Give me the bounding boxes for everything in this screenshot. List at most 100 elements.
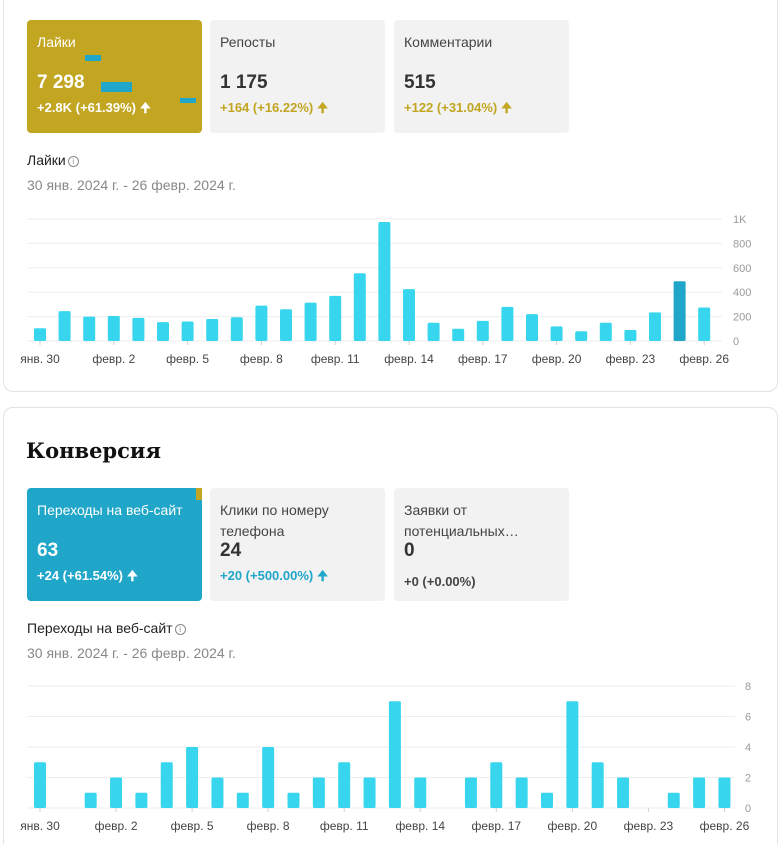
x-tick-label: февр. 14 (384, 352, 434, 366)
leads-card-delta: +0 (+0.00%) (404, 574, 476, 589)
bar[interactable] (236, 792, 249, 808)
bar[interactable] (181, 321, 194, 341)
bar[interactable] (255, 305, 268, 341)
x-tick-label: февр. 2 (95, 819, 138, 833)
x-tick-label: февр. 23 (606, 352, 656, 366)
website-clicks-card-delta: +24 (+61.54%) (37, 568, 124, 583)
bar[interactable] (230, 317, 243, 341)
bar[interactable] (414, 777, 427, 809)
phone-clicks-card-delta: +20 (+500.00%) (220, 568, 314, 583)
y-tick-label: 8 (745, 681, 751, 693)
website-clicks-card[interactable]: Переходы на веб-сайт 63 +24 (+61.54%) 🠉 (27, 488, 202, 601)
y-tick-label: 400 (733, 287, 751, 299)
bar[interactable] (515, 777, 528, 809)
bar[interactable] (353, 273, 366, 341)
phone-clicks-card[interactable]: Клики по номеру телефона 24 +20 (+500.00… (210, 488, 385, 601)
x-tick-label: февр. 26 (679, 352, 729, 366)
arrow-up-icon: 🠉 (317, 100, 328, 115)
x-tick-label: февр. 17 (458, 352, 508, 366)
bar[interactable] (338, 762, 351, 808)
bar[interactable] (541, 792, 553, 808)
bar[interactable] (262, 747, 275, 808)
comments-card-label: Комментарии (404, 34, 493, 50)
bar[interactable] (599, 322, 612, 341)
y-tick-label: 200 (733, 312, 751, 324)
arrow-up-icon: 🠉 (501, 100, 512, 115)
bar[interactable] (388, 701, 401, 808)
bar[interactable] (550, 326, 563, 341)
decor-block (196, 488, 202, 500)
bar[interactable] (363, 777, 376, 809)
bar[interactable] (667, 792, 680, 808)
decor-block (101, 82, 132, 92)
bar[interactable] (693, 777, 706, 809)
y-tick-label: 800 (733, 238, 751, 250)
bar[interactable] (287, 792, 300, 808)
bar[interactable] (673, 281, 686, 341)
bar[interactable] (186, 747, 199, 808)
reposts-card-label: Репосты (220, 34, 276, 50)
bar[interactable] (476, 320, 489, 341)
bar[interactable] (107, 315, 120, 341)
bar[interactable] (591, 762, 604, 808)
likes-date-range: 30 янв. 2024 г. - 26 февр. 2024 г. (27, 177, 236, 193)
bar[interactable] (34, 328, 46, 341)
bar[interactable] (698, 307, 711, 341)
bar[interactable] (378, 222, 391, 341)
x-tick-label: февр. 23 (624, 819, 674, 833)
bar[interactable] (718, 777, 731, 809)
bar[interactable] (624, 330, 637, 341)
x-tick-label: февр. 11 (311, 352, 360, 366)
bar[interactable] (501, 306, 514, 341)
bar[interactable] (34, 762, 46, 808)
x-tick-label: февр. 8 (240, 352, 283, 366)
info-icon[interactable]: i (67, 156, 79, 167)
bar[interactable] (135, 792, 148, 808)
y-tick-label: 0 (733, 336, 739, 348)
y-tick-label: 1K (733, 214, 747, 226)
likes-card-label: Лайки (37, 34, 76, 50)
y-tick-label: 4 (745, 742, 751, 754)
website-chart-title: Переходы на веб-сайт i (27, 620, 186, 636)
bar[interactable] (464, 777, 477, 809)
leads-card-value: 0 (404, 540, 415, 561)
decor-block (180, 98, 196, 103)
bar[interactable] (58, 311, 71, 341)
bar[interactable] (280, 309, 292, 341)
phone-clicks-card-value: 24 (220, 540, 242, 561)
bar[interactable] (566, 701, 579, 808)
bar[interactable] (490, 762, 503, 808)
website-chart-title-text: Переходы на веб-сайт (27, 620, 173, 636)
bar[interactable] (329, 295, 342, 341)
phone-clicks-card-label: Клики по номеру телефона (220, 502, 329, 539)
bar[interactable] (160, 762, 173, 808)
bar[interactable] (84, 792, 97, 808)
x-tick-label: февр. 20 (548, 819, 598, 833)
reposts-card[interactable]: Репосты 1 175 +164 (+16.22%) 🠉 (210, 20, 385, 133)
bar[interactable] (312, 777, 325, 809)
bar[interactable] (649, 312, 661, 341)
website-clicks-card-label: Переходы на веб-сайт (37, 502, 183, 518)
bar[interactable] (211, 777, 224, 809)
bar[interactable] (132, 317, 145, 341)
bar[interactable] (526, 314, 538, 341)
info-icon[interactable]: i (174, 624, 186, 635)
bar[interactable] (206, 319, 219, 341)
x-tick-label: февр. 11 (320, 819, 369, 833)
bar[interactable] (575, 331, 588, 341)
x-tick-label: февр. 5 (166, 352, 209, 366)
decor-block (85, 55, 101, 61)
bar[interactable] (427, 322, 440, 341)
comments-card[interactable]: Комментарии 515 +122 (+31.04%) 🠉 (394, 20, 569, 133)
bar[interactable] (452, 328, 465, 341)
bar[interactable] (304, 302, 317, 341)
bar[interactable] (110, 777, 123, 809)
bar[interactable] (83, 316, 96, 341)
bar[interactable] (403, 289, 415, 341)
leads-card[interactable]: Заявки от потенциальных… 0 +0 (+0.00%) (394, 488, 569, 601)
likes-chart-title-text: Лайки (27, 152, 66, 168)
arrow-up-icon: 🠉 (140, 100, 151, 115)
bar[interactable] (157, 322, 169, 341)
likes-card[interactable]: Лайки 7 298 +2.8K (+61.39%) 🠉 (27, 20, 202, 133)
bar[interactable] (617, 777, 630, 809)
